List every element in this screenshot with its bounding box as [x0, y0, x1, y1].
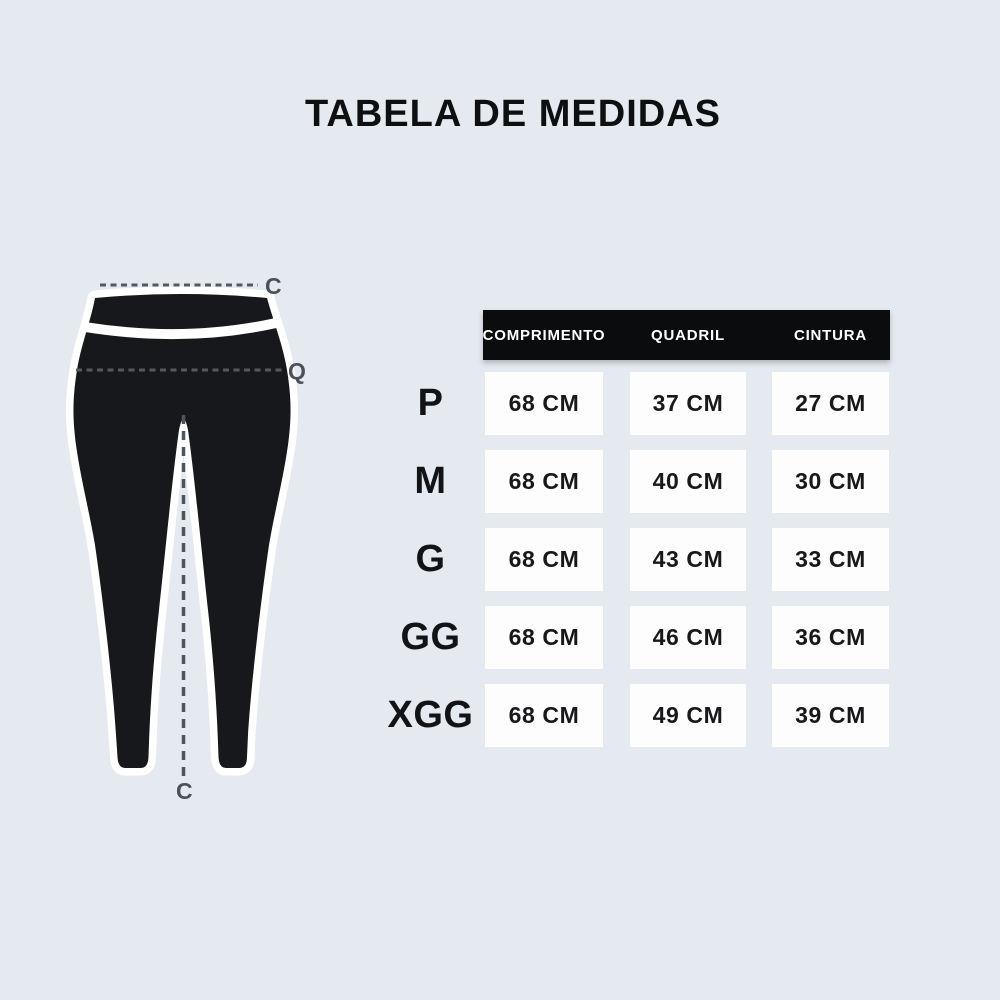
length-measure-label: C: [176, 778, 193, 804]
hip-measure-label: Q: [288, 358, 306, 384]
table-row: GG 68 CM 46 CM 36 CM: [0, 606, 1000, 669]
waistband-seam: [80, 318, 281, 340]
measurement-cell: 43 CM: [630, 528, 746, 591]
waist-measure-label: C: [265, 273, 282, 299]
page-title: TABELA DE MEDIDAS: [305, 93, 721, 135]
measurement-cell: 68 CM: [485, 372, 603, 435]
measurement-cell: 39 CM: [772, 684, 889, 747]
measurement-cell: 37 CM: [630, 372, 746, 435]
table-row: G 68 CM 43 CM 33 CM: [0, 528, 1000, 591]
measurement-cell: 30 CM: [772, 450, 889, 513]
measurement-cell: 40 CM: [630, 450, 746, 513]
table-row: P 68 CM 37 CM 27 CM: [0, 372, 1000, 435]
measurement-cell: 33 CM: [772, 528, 889, 591]
header-cell-quadril: QUADRIL: [651, 326, 725, 344]
leggings-measurement-diagram: C Q C: [65, 273, 306, 804]
header-cell-cintura: CINTURA: [793, 326, 868, 344]
size-label-p: P: [417, 382, 444, 424]
measurement-cell: 36 CM: [772, 606, 889, 669]
table-header: COMPRIMENTO QUADRIL CINTURA: [483, 310, 890, 360]
size-label-gg: GG: [400, 616, 461, 658]
measurement-cell: 49 CM: [630, 684, 746, 747]
measurement-cell: 68 CM: [485, 450, 603, 513]
size-label-g: G: [415, 538, 446, 580]
size-label-m: M: [414, 460, 447, 502]
measurement-cell: 46 CM: [630, 606, 746, 669]
size-label-xgg: XGG: [387, 694, 474, 736]
measurement-cell: 68 CM: [485, 684, 603, 747]
header-cell-comprimento: COMPRIMENTO: [482, 326, 606, 344]
table-row: XGG 68 CM 49 CM 39 CM: [0, 684, 1000, 747]
measurement-cell: 68 CM: [485, 606, 603, 669]
measurement-cell: 27 CM: [772, 372, 889, 435]
leggings-illustration: [65, 286, 299, 776]
table-row: M 68 CM 40 CM 30 CM: [0, 450, 1000, 513]
measurement-cell: 68 CM: [485, 528, 603, 591]
